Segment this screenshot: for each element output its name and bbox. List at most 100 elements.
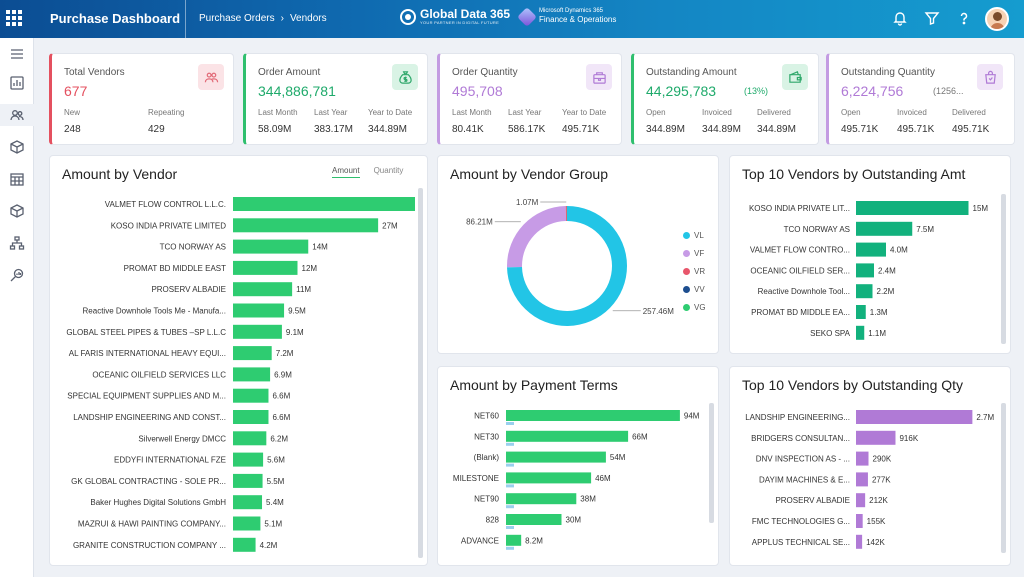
panel-title: Top 10 Vendors by Outstanding Amt [742,166,966,182]
legend-item[interactable]: VR [683,262,706,280]
data-label: 2.2M [877,287,895,296]
scrollbar[interactable] [1001,194,1006,344]
package-icon[interactable] [0,136,34,158]
bar [233,516,261,531]
category-label: OCEANIC OILFIELD SER... [750,266,850,275]
secondary-bar [506,526,514,529]
data-label: 257.46M [643,307,674,316]
search-analytics-icon[interactable] [0,264,34,286]
legend-item[interactable]: VV [683,280,706,298]
legend-swatch [683,249,690,257]
tab-quantity[interactable]: Quantity [373,166,404,175]
data-label: 212K [869,496,888,505]
global-data-logo: Global Data 365 YOUR PARTNER IN DIGITAL … [400,8,510,25]
payment-terms-chart: NET60 94M NET30 66M (Blank) 54M MILESTONE 46M NE… [453,410,700,550]
bar [856,305,866,319]
bar [233,367,271,382]
calendar-grid-icon[interactable] [0,168,34,190]
data-label: 27M [382,221,398,230]
help-icon[interactable] [956,10,972,26]
breadcrumb-purchase-orders[interactable]: Purchase Orders [199,13,275,24]
tab-amount[interactable]: Amount [332,166,360,178]
category-label: PROSERV ALBADIE [775,496,850,505]
bar [506,534,522,546]
dynamics-365-logo: Microsoft Dynamics 365 Finance & Operati… [517,6,616,27]
kpi-percent: (13%) [744,86,769,96]
outstanding-amt-chart: KOSO INDIA PRIVATE LIT... 15M TCO NORWAY A… [749,201,988,340]
legend-label: VF [694,248,705,258]
shopping-bag-icon [977,64,1003,90]
data-label: 46M [595,474,611,483]
kpi-value: 495,708 [452,83,503,99]
cart-icon [586,64,612,90]
category-label: KOSO INDIA PRIVATE LIMITED [111,221,227,230]
legend-item[interactable]: VF [683,244,706,262]
category-label: PROSERV ALBADIE [151,285,226,294]
bell-icon[interactable] [892,10,908,26]
category-label: NET90 [474,495,499,504]
kpi-label: Outstanding Amount [646,67,737,78]
data-label: 5.6M [267,456,285,465]
data-label: 277K [872,475,891,484]
wallet-icon [782,64,808,90]
data-label: 8.2M [525,536,543,545]
box-icon[interactable] [0,200,34,222]
scrollbar[interactable] [1001,403,1006,553]
secondary-bar [506,505,514,509]
legend-swatch [683,267,690,275]
kpi-label: Total Vendors [64,67,125,78]
category-label: GLOBAL STEEL PIPES & TUBES –SP L.L.C [66,328,226,337]
bar [856,221,913,236]
bar [506,451,606,463]
data-label: 6.6M [272,392,290,401]
menu-icon[interactable] [0,43,34,65]
panel-title: Amount by Vendor [62,166,178,182]
bar [506,493,577,505]
legend-item[interactable]: VG [683,298,706,316]
data-label: 94M [684,412,700,421]
kpi-value: 344,886,781 [258,83,336,99]
sidebar [0,38,34,577]
data-label: 5.1M [264,520,282,529]
secondary-bar [506,442,514,446]
panel-amount-by-payment-terms: Amount by Payment Terms NET60 94M NET30 66M… [437,366,719,566]
legend-swatch [683,231,690,239]
bar [856,284,873,299]
org-chart-icon[interactable] [0,232,34,254]
analytics-icon[interactable] [0,72,34,94]
category-label: TCO NORWAY AS [160,243,226,252]
category-label: AL FARIS INTERNATIONAL HEAVY EQUI... [69,349,226,358]
data-label: 290K [873,455,892,464]
bar [233,410,269,424]
bar [856,472,868,487]
chart-legend: VL VF VR VV VG [683,226,706,316]
legend-label: VV [694,284,705,294]
kpi-total-vendors: Total Vendors 677 New 248 Repeating 429 [49,53,234,145]
kpi-outstanding-quantity: Outstanding Quantity 6,224,756 (1256... … [826,53,1015,145]
panel-top-vendors-outstanding-amt: Top 10 Vendors by Outstanding Amt KOSO I… [729,155,1011,354]
legend-item[interactable]: VL [683,226,706,244]
filter-icon[interactable] [924,10,940,26]
kpi-value: 677 [64,83,88,99]
bar [233,303,285,318]
user-avatar[interactable] [985,7,1009,31]
scrollbar[interactable] [418,188,423,558]
outstanding-qty-chart: LANDSHIP ENGINEERING... 2.7M BRIDGERS CONS… [745,410,995,549]
data-label: 1.1M [868,329,886,338]
category-label: PROMAT BD MIDDLE EAST [124,264,227,273]
kpi-label: Outstanding Quantity [841,67,935,78]
secondary-bar [506,546,514,550]
scrollbar[interactable] [709,403,714,523]
category-label: Reactive Downhole Tool... [758,287,850,296]
app-launcher-icon[interactable] [6,10,22,26]
breadcrumb-vendors[interactable]: Vendors [289,13,327,24]
kpi-outstanding-amount: Outstanding Amount 44,295,783 (13%) Open… [631,53,819,145]
data-label: 7.2M [276,349,294,358]
money-bag-icon [392,64,418,90]
chevron-right-icon: › [280,13,284,24]
category-label: EDDYFI INTERNATIONAL FZE [114,456,226,465]
category-label: PROMAT BD MIDDLE EA... [751,308,850,317]
data-label: 7.5M [916,225,934,234]
bar [233,324,282,339]
users-icon[interactable] [0,104,34,126]
